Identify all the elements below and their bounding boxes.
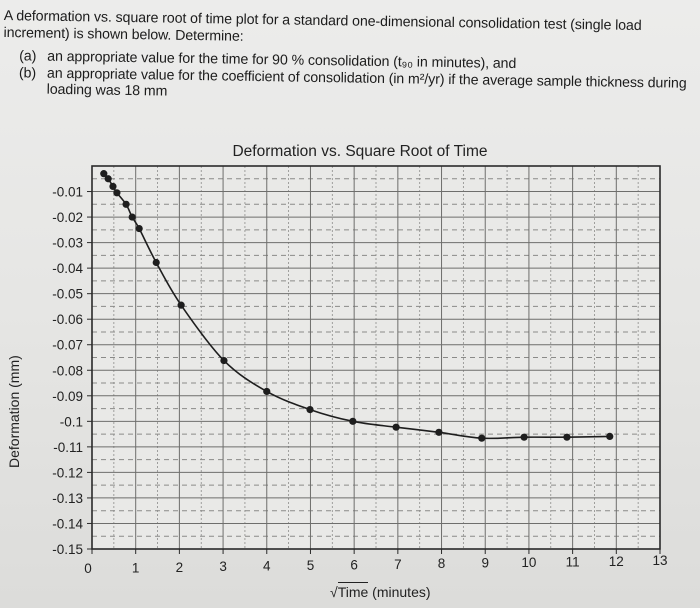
y-tick-label: -0.13 bbox=[52, 491, 83, 506]
data-point-marker bbox=[520, 433, 528, 441]
x-tick-label: 3 bbox=[219, 559, 227, 574]
data-point-marker bbox=[349, 417, 357, 425]
y-tick-label: -0.01 bbox=[52, 185, 83, 200]
data-point-marker bbox=[306, 405, 314, 414]
y-tick-label: -0.06 bbox=[52, 312, 83, 327]
y-tick-label: -0.02 bbox=[52, 210, 83, 225]
x-tick-label: 0 bbox=[84, 561, 92, 576]
y-tick-label: -0.09 bbox=[52, 389, 83, 404]
data-point-marker bbox=[113, 189, 121, 197]
y-tick-label: -0.12 bbox=[52, 465, 83, 480]
y-tick-label: -0.11 bbox=[53, 440, 83, 455]
data-point-marker bbox=[122, 200, 130, 208]
x-tick-label: 13 bbox=[652, 553, 667, 568]
y-tick-label: -0.15 bbox=[52, 542, 83, 557]
x-axis-label-unit: (minutes) bbox=[368, 584, 431, 600]
sqrt-symbol: √ bbox=[330, 584, 338, 600]
data-point-marker bbox=[104, 175, 112, 183]
x-tick-label: 8 bbox=[438, 556, 446, 571]
y-tick-label: -0.05 bbox=[52, 287, 83, 302]
x-tick-label: 12 bbox=[609, 554, 624, 569]
x-tick-label: 5 bbox=[307, 558, 315, 573]
x-tick-label: 7 bbox=[394, 557, 402, 572]
data-point-marker bbox=[263, 387, 271, 396]
y-tick-label: -0.04 bbox=[52, 261, 83, 276]
x-tick-label: 4 bbox=[263, 559, 271, 574]
y-tick-label: -0.08 bbox=[52, 363, 83, 378]
data-point-marker bbox=[135, 224, 143, 233]
x-tick-label: 6 bbox=[350, 557, 358, 572]
data-point-marker bbox=[128, 213, 136, 221]
data-point-marker bbox=[109, 182, 117, 191]
chart-title: Deformation vs. Square Root of Time bbox=[232, 143, 488, 160]
y-tick-label: -0.03 bbox=[52, 236, 83, 251]
x-tick-label: 2 bbox=[176, 560, 184, 575]
x-tick-label: 9 bbox=[481, 556, 489, 571]
data-point-marker bbox=[220, 356, 228, 365]
x-tick-label: 10 bbox=[521, 555, 536, 570]
data-point-marker bbox=[435, 428, 443, 436]
data-point-marker bbox=[563, 433, 571, 441]
data-point-marker bbox=[606, 432, 614, 440]
data-point-marker bbox=[478, 434, 486, 442]
y-axis-label: Deformation (mm) bbox=[6, 355, 22, 468]
y-tick-label: -0.14 bbox=[52, 516, 83, 531]
data-point-marker bbox=[100, 170, 108, 178]
x-axis-label: √Time (minutes) bbox=[330, 582, 431, 600]
data-point-marker bbox=[177, 301, 185, 309]
y-tick-label: -0.07 bbox=[52, 338, 83, 353]
x-axis-label-time: Time bbox=[337, 582, 369, 600]
data-point-marker bbox=[392, 423, 400, 431]
y-tick-label: -0.1 bbox=[60, 414, 83, 429]
plot-frame bbox=[91, 165, 661, 550]
data-point-marker bbox=[152, 258, 160, 267]
x-tick-label: 1 bbox=[132, 560, 140, 575]
x-tick-label: 11 bbox=[566, 554, 580, 569]
